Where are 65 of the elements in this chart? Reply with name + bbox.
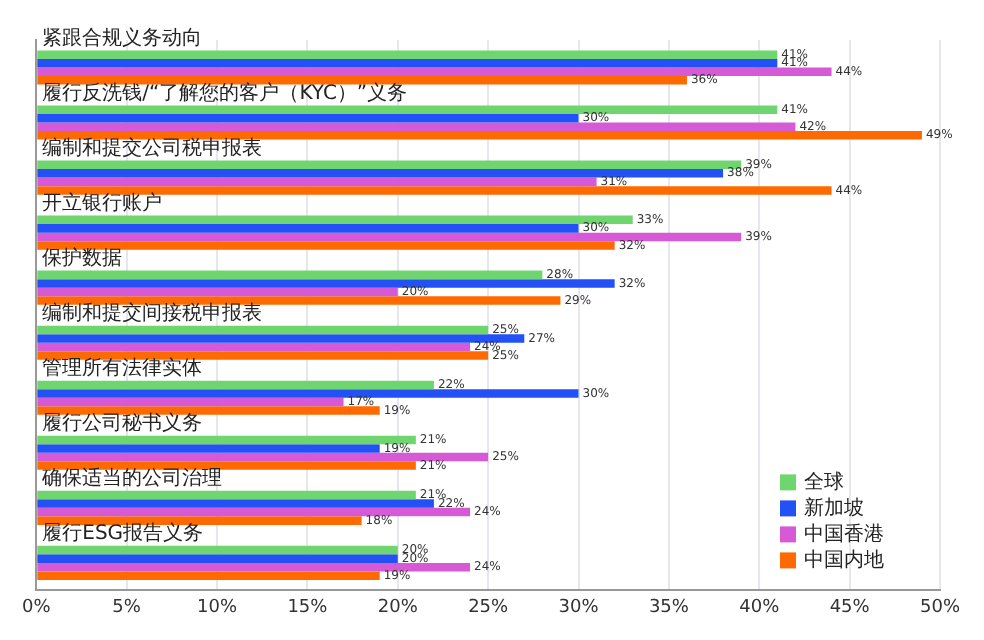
legend-label: 新加坡 xyxy=(804,495,864,520)
y-tick-label: 开立银行账户 xyxy=(42,190,163,215)
bar xyxy=(37,241,615,250)
bar xyxy=(37,50,778,59)
bar xyxy=(37,169,724,178)
bar xyxy=(37,215,633,225)
x-tick-label: 0% xyxy=(22,597,52,618)
y-tick-label: 确保适当的公司治理 xyxy=(40,465,223,490)
bar xyxy=(37,232,742,242)
bar xyxy=(37,444,380,453)
bar xyxy=(37,325,489,335)
bar xyxy=(37,406,380,415)
bar xyxy=(37,334,525,343)
bar xyxy=(37,287,398,297)
x-tick-label: 50% xyxy=(919,597,961,618)
bar xyxy=(37,160,742,170)
bar xyxy=(37,397,344,407)
y-tick-label: 管理所有法律实体 xyxy=(42,355,203,380)
bar xyxy=(37,177,597,187)
x-tick-label: 30% xyxy=(558,597,600,618)
bar xyxy=(37,562,471,572)
y-tick-label: 保护数据 xyxy=(42,245,123,270)
bar xyxy=(37,435,416,445)
y-tick-label: 履行ESG报告义务 xyxy=(42,521,204,546)
x-tick-label: 45% xyxy=(829,597,871,618)
bar xyxy=(37,186,832,195)
bar xyxy=(37,67,832,77)
bar xyxy=(37,571,380,580)
bar xyxy=(37,389,579,398)
bar xyxy=(37,122,796,132)
bar xyxy=(37,351,489,360)
y-tick-label: 履行反洗钱/“了解您的客户（KYC）”义务 xyxy=(42,80,408,105)
bar xyxy=(37,131,922,140)
bar xyxy=(37,76,687,85)
bar xyxy=(37,554,398,563)
bar xyxy=(37,224,579,233)
legend-label: 中国香港 xyxy=(804,521,884,546)
bar xyxy=(37,296,561,305)
y-tick-label: 紧跟合规义务动向 xyxy=(42,25,203,50)
x-tick-label: 25% xyxy=(468,597,510,618)
bar xyxy=(37,58,778,68)
x-tick-label: 15% xyxy=(287,597,329,618)
bar xyxy=(37,114,579,123)
bar xyxy=(37,516,362,525)
x-tick-label: 5% xyxy=(112,597,142,618)
x-tick-label: 20% xyxy=(377,597,419,618)
bar xyxy=(37,105,778,115)
bar xyxy=(37,507,471,517)
legend-label: 中国内地 xyxy=(804,547,884,572)
bar xyxy=(37,270,543,280)
y-tick-label: 编制和提交间接税申报表 xyxy=(42,300,263,325)
y-tick-label: 编制和提交公司税申报表 xyxy=(42,135,263,160)
bar xyxy=(37,380,434,390)
bar xyxy=(37,461,416,470)
bar xyxy=(37,545,398,555)
bar xyxy=(37,452,489,462)
y-tick-label: 履行公司秘书义务 xyxy=(42,410,203,435)
x-tick-label: 10% xyxy=(197,597,238,618)
bar xyxy=(37,490,416,500)
bar xyxy=(37,342,471,352)
x-tick-label: 35% xyxy=(648,597,690,618)
bar xyxy=(37,279,615,288)
bar xyxy=(37,499,434,508)
x-tick-label: 40% xyxy=(739,597,781,618)
legend-label: 全球 xyxy=(804,469,844,494)
